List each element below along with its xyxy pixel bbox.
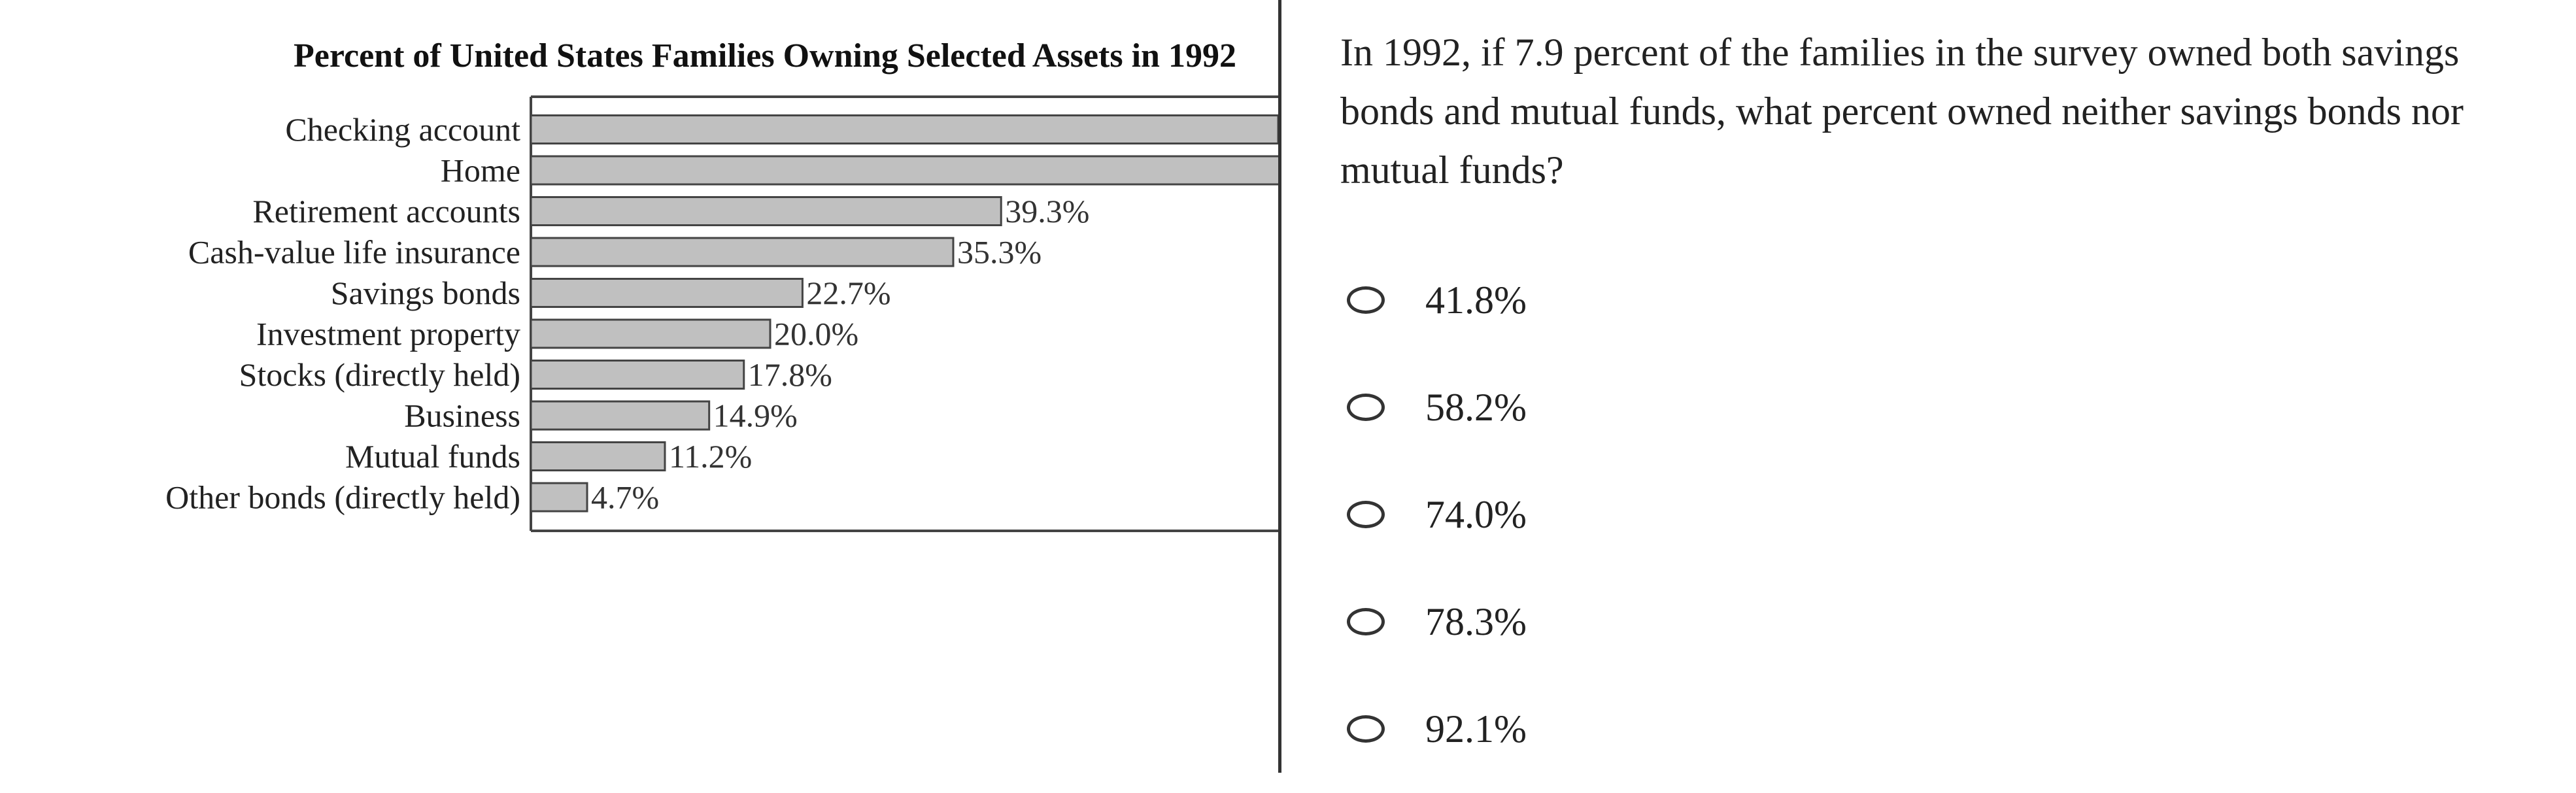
category-label: Checking account xyxy=(285,111,520,148)
data-label: 39.3% xyxy=(1005,193,1089,229)
radio-button-icon[interactable] xyxy=(1347,608,1385,635)
answer-choice-a[interactable]: 41.8% xyxy=(1340,246,2517,354)
category-label: Home xyxy=(441,152,520,189)
bar xyxy=(530,278,804,308)
chart-marks: Checking accountHome63.8%Retirement acco… xyxy=(165,111,1281,516)
bar xyxy=(530,237,955,267)
category-label: Other bonds (directly held) xyxy=(165,479,520,516)
radio-button-icon[interactable] xyxy=(1347,501,1385,528)
bar xyxy=(530,441,666,471)
answer-choice-d[interactable]: 78.3% xyxy=(1340,568,2517,675)
bar xyxy=(530,318,771,349)
bar xyxy=(530,400,711,431)
data-label: 17.8% xyxy=(748,356,832,393)
bar xyxy=(530,360,745,390)
bar xyxy=(530,114,1280,144)
data-label: 22.7% xyxy=(806,275,890,311)
chart-title: Percent of United States Families Owning… xyxy=(294,37,1236,75)
data-label: 14.9% xyxy=(713,397,798,434)
question-panel: In 1992, if 7.9 percent of the families … xyxy=(1340,23,2517,793)
category-label: Retirement accounts xyxy=(252,193,520,229)
question-text: In 1992, if 7.9 percent of the families … xyxy=(1340,31,2464,192)
radio-button-icon[interactable] xyxy=(1347,715,1385,743)
data-label: 11.2% xyxy=(669,438,752,475)
data-label: 20.0% xyxy=(774,316,858,352)
answer-choice-label: 58.2% xyxy=(1425,385,1527,429)
answer-choice-b[interactable]: 58.2% xyxy=(1340,354,2517,461)
answer-choice-label: 74.0% xyxy=(1425,492,1527,536)
answer-choices: 41.8% 58.2% 74.0% 78.3% 92.1% xyxy=(1340,246,2517,783)
bar xyxy=(530,196,1002,226)
bar-chart: Percent of United States Families Owning… xyxy=(165,37,1281,532)
answer-choice-e[interactable]: 92.1% xyxy=(1340,675,2517,783)
pane-divider xyxy=(1278,0,1281,773)
category-label: Investment property xyxy=(256,316,520,352)
answer-choice-label: 78.3% xyxy=(1425,599,1527,643)
category-label: Savings bonds xyxy=(331,275,520,311)
answer-choice-c[interactable]: 74.0% xyxy=(1340,461,2517,568)
category-label: Business xyxy=(404,397,520,434)
bar xyxy=(530,155,1281,186)
answer-choice-label: 92.1% xyxy=(1425,707,1527,751)
chart-panel: Percent of United States Families Owning… xyxy=(0,0,1281,773)
data-label: 4.7% xyxy=(591,479,659,516)
data-label: 35.3% xyxy=(957,234,1042,271)
category-label: Mutual funds xyxy=(345,438,520,475)
bar xyxy=(530,482,588,513)
category-label: Stocks (directly held) xyxy=(239,356,520,393)
category-label: Cash-value life insurance xyxy=(188,234,520,271)
answer-choice-label: 41.8% xyxy=(1425,278,1527,322)
radio-button-icon[interactable] xyxy=(1347,394,1385,421)
radio-button-icon[interactable] xyxy=(1347,286,1385,314)
